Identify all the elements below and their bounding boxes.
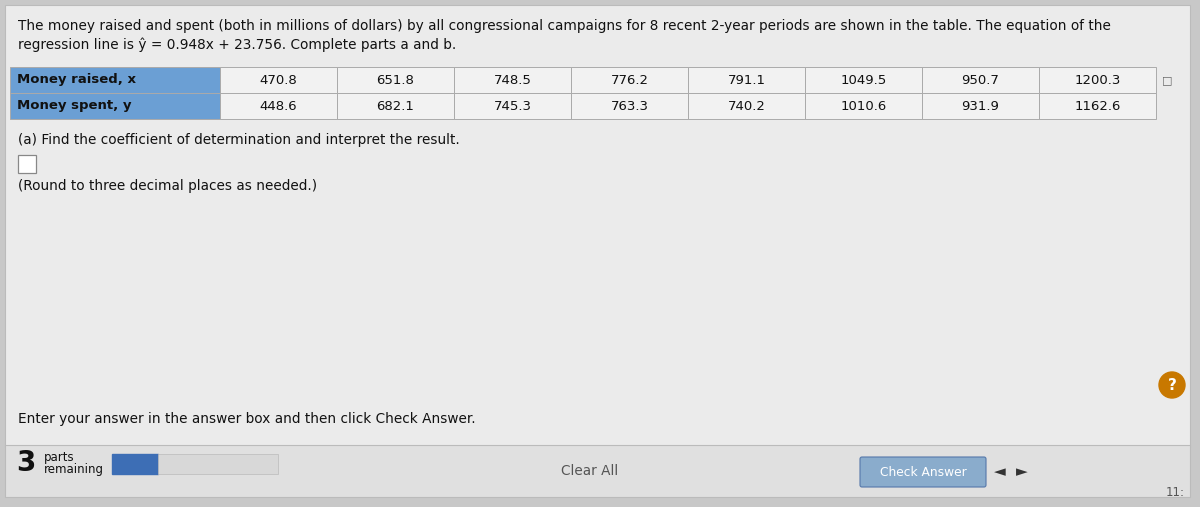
Text: Money spent, y: Money spent, y: [17, 99, 132, 113]
Bar: [10, 67, 220, 93]
Bar: [805, 93, 922, 119]
Text: 1162.6: 1162.6: [1074, 99, 1121, 113]
Text: (a) Find the coefficient of determination and interpret the result.: (a) Find the coefficient of determinatio…: [18, 133, 460, 147]
Bar: [337, 93, 454, 119]
Bar: [220, 93, 337, 119]
FancyBboxPatch shape: [860, 457, 986, 487]
Text: 651.8: 651.8: [377, 74, 414, 87]
Text: 11:: 11:: [1166, 486, 1186, 499]
Bar: [922, 93, 1039, 119]
Text: 682.1: 682.1: [377, 99, 414, 113]
Text: 1010.6: 1010.6: [840, 99, 887, 113]
Bar: [337, 67, 454, 93]
Text: 931.9: 931.9: [961, 99, 1000, 113]
Bar: [571, 93, 688, 119]
Bar: [688, 67, 805, 93]
Text: remaining: remaining: [44, 463, 104, 477]
Bar: [1039, 67, 1156, 93]
Text: The money raised and spent (both in millions of dollars) by all congressional ca: The money raised and spent (both in mill…: [18, 19, 1111, 33]
Bar: [454, 93, 571, 119]
Bar: [112, 454, 158, 474]
Text: ◄: ◄: [994, 464, 1006, 480]
Bar: [5, 5, 1190, 447]
Text: 763.3: 763.3: [611, 99, 648, 113]
Text: 748.5: 748.5: [493, 74, 532, 87]
Text: regression line is ŷ = 0.948x + 23.756. Complete parts a and b.: regression line is ŷ = 0.948x + 23.756. …: [18, 37, 456, 52]
Bar: [922, 67, 1039, 93]
Text: Money raised, x: Money raised, x: [17, 74, 136, 87]
Bar: [688, 93, 805, 119]
Text: 470.8: 470.8: [259, 74, 298, 87]
Bar: [220, 67, 337, 93]
Text: 950.7: 950.7: [961, 74, 1000, 87]
Circle shape: [1159, 372, 1186, 398]
Text: 1200.3: 1200.3: [1074, 74, 1121, 87]
Text: 1049.5: 1049.5: [840, 74, 887, 87]
Text: □: □: [1162, 75, 1172, 85]
Text: 740.2: 740.2: [727, 99, 766, 113]
Text: 776.2: 776.2: [611, 74, 648, 87]
Bar: [454, 67, 571, 93]
Bar: [158, 454, 278, 474]
Text: 745.3: 745.3: [493, 99, 532, 113]
Bar: [1039, 93, 1156, 119]
Text: Clear All: Clear All: [562, 464, 619, 478]
Bar: [571, 67, 688, 93]
Bar: [18, 155, 36, 173]
Text: 448.6: 448.6: [259, 99, 298, 113]
Bar: [805, 67, 922, 93]
Text: 791.1: 791.1: [727, 74, 766, 87]
Text: Check Answer: Check Answer: [880, 465, 966, 479]
Text: parts: parts: [44, 451, 74, 463]
Text: ?: ?: [1168, 378, 1176, 392]
Text: Enter your answer in the answer box and then click Check Answer.: Enter your answer in the answer box and …: [18, 412, 475, 426]
Text: 3: 3: [16, 449, 35, 477]
Bar: [5, 445, 1190, 497]
Text: ►: ►: [1016, 464, 1028, 480]
Bar: [10, 93, 220, 119]
Text: (Round to three decimal places as needed.): (Round to three decimal places as needed…: [18, 179, 317, 193]
